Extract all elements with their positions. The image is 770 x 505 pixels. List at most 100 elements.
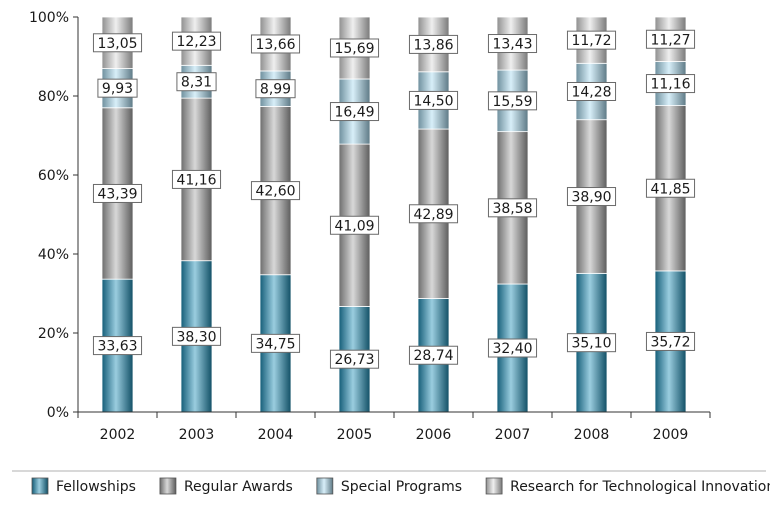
data-label-text: 12,23 [176, 34, 216, 50]
y-tick-label: 0% [47, 405, 69, 421]
data-label-text: 28,74 [413, 348, 453, 364]
data-label-box [408, 90, 459, 110]
data-label-text: 41,09 [334, 218, 374, 234]
data-label-box [566, 81, 617, 101]
data-label-box [645, 74, 696, 94]
data-label-text: 16,49 [334, 105, 374, 121]
data-label: 14,50 [408, 90, 459, 110]
data-label: 11,72 [566, 30, 617, 50]
legend-label: Research for Technological Innovation [510, 479, 770, 495]
y-tick-label: 60% [38, 168, 69, 184]
data-label: 43,39 [92, 183, 143, 203]
data-label-box [255, 79, 296, 99]
data-label: 26,73 [329, 349, 380, 369]
data-label-text: 42,89 [413, 207, 453, 223]
data-label-text: 13,86 [413, 37, 453, 53]
data-label-box [92, 183, 143, 203]
data-label: 15,59 [487, 91, 538, 111]
x-tick-label: 2008 [574, 427, 610, 443]
data-label-text: 8,31 [181, 75, 212, 91]
data-label: 8,99 [255, 79, 296, 99]
data-label: 41,09 [329, 215, 380, 235]
data-label: 15,69 [329, 38, 380, 58]
data-label-box [92, 33, 143, 53]
data-label-box [329, 38, 380, 58]
x-tick-label: 2005 [337, 427, 373, 443]
legend-item: Fellowships [31, 477, 136, 495]
data-label-text: 8,99 [260, 82, 291, 98]
data-label-text: 32,40 [492, 341, 532, 357]
data-label-box [645, 29, 696, 49]
y-tick-label: 40% [38, 247, 69, 263]
data-label-box [408, 34, 459, 54]
data-label-text: 35,72 [650, 334, 690, 350]
data-label: 14,28 [566, 81, 617, 101]
data-label-box [250, 333, 301, 353]
data-label: 34,75 [250, 333, 301, 353]
legend-swatch [31, 477, 49, 495]
data-label: 35,72 [645, 331, 696, 351]
data-label-text: 33,63 [97, 339, 137, 355]
legend-item: Research for Technological Innovation [485, 477, 770, 495]
data-label-box [645, 178, 696, 198]
data-label: 13,05 [92, 33, 143, 53]
y-tick-label: 100% [29, 10, 69, 26]
data-label-text: 13,43 [492, 37, 532, 53]
data-label-text: 14,28 [571, 84, 611, 100]
x-tick-label: 2009 [653, 427, 689, 443]
data-label-box [329, 349, 380, 369]
legend-label: Regular Awards [184, 479, 293, 495]
data-label-box [250, 34, 301, 54]
data-label-text: 41,16 [176, 172, 216, 188]
x-tick-label: 2006 [416, 427, 452, 443]
legend-item: Special Programs [316, 477, 462, 495]
data-label-text: 41,85 [650, 181, 690, 197]
data-label-text: 26,73 [334, 352, 374, 368]
data-label-box [329, 215, 380, 235]
data-label-text: 43,39 [97, 186, 137, 202]
data-label-box [250, 181, 301, 201]
data-label: 8,31 [176, 72, 217, 92]
data-label: 42,89 [408, 204, 459, 224]
data-label-text: 9,93 [102, 81, 133, 97]
data-label-box [97, 78, 138, 98]
legend-swatch [485, 477, 503, 495]
data-label: 13,86 [408, 34, 459, 54]
data-label-box [92, 336, 143, 356]
data-label-text: 11,16 [650, 77, 690, 93]
data-label-box [171, 31, 222, 51]
data-label-text: 11,72 [571, 33, 611, 49]
data-label: 13,43 [487, 34, 538, 54]
data-label-box [171, 326, 222, 346]
data-label-text: 15,59 [492, 94, 532, 110]
data-label-box [487, 198, 538, 218]
data-label-text: 38,90 [571, 190, 611, 206]
data-label-text: 13,66 [255, 37, 295, 53]
data-label: 11,27 [645, 29, 696, 49]
data-label-box [487, 34, 538, 54]
data-label-text: 15,69 [334, 41, 374, 57]
data-label: 41,16 [171, 169, 222, 189]
data-label-box [487, 91, 538, 111]
data-label-text: 14,50 [413, 93, 453, 109]
data-label: 32,40 [487, 338, 538, 358]
data-label-box [408, 345, 459, 365]
data-label-text: 38,58 [492, 201, 532, 217]
data-label-box [566, 187, 617, 207]
data-label: 16,49 [329, 102, 380, 122]
data-label-box [487, 338, 538, 358]
data-label: 28,74 [408, 345, 459, 365]
legend-label: Special Programs [341, 479, 462, 495]
data-label: 13,66 [250, 34, 301, 54]
data-label-text: 34,75 [255, 336, 295, 352]
data-label-box [645, 331, 696, 351]
data-label-box [329, 102, 380, 122]
data-label-text: 35,10 [571, 336, 611, 352]
data-label: 33,63 [92, 336, 143, 356]
data-label-box [408, 204, 459, 224]
legend-swatch [316, 477, 334, 495]
data-label: 38,90 [566, 187, 617, 207]
data-label: 12,23 [171, 31, 222, 51]
x-tick-label: 2003 [179, 427, 215, 443]
